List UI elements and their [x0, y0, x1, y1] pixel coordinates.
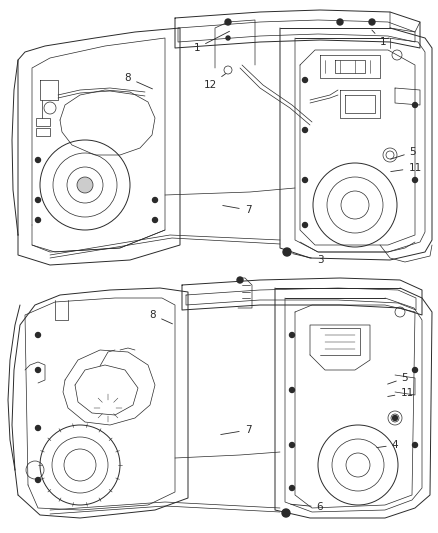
- Circle shape: [290, 333, 294, 337]
- Circle shape: [35, 425, 40, 431]
- Circle shape: [303, 177, 307, 182]
- Circle shape: [77, 177, 93, 193]
- Text: 3: 3: [293, 254, 323, 265]
- Text: 5: 5: [391, 147, 416, 159]
- Circle shape: [226, 36, 230, 40]
- Bar: [36, 128, 50, 136]
- Circle shape: [290, 442, 294, 448]
- Bar: [36, 118, 50, 126]
- Text: 8: 8: [150, 310, 173, 324]
- Circle shape: [413, 177, 417, 182]
- Text: 11: 11: [388, 388, 413, 398]
- Circle shape: [237, 277, 243, 283]
- Circle shape: [303, 77, 307, 83]
- Text: 12: 12: [203, 74, 226, 90]
- Circle shape: [35, 157, 40, 163]
- Circle shape: [392, 416, 398, 421]
- Circle shape: [35, 367, 40, 373]
- Circle shape: [413, 102, 417, 108]
- Circle shape: [303, 127, 307, 133]
- Text: 1: 1: [372, 30, 386, 47]
- Circle shape: [35, 333, 40, 337]
- Circle shape: [35, 217, 40, 222]
- Circle shape: [337, 19, 343, 25]
- Circle shape: [369, 19, 375, 25]
- Circle shape: [152, 217, 158, 222]
- Text: 8: 8: [125, 73, 152, 89]
- Circle shape: [303, 222, 307, 228]
- Circle shape: [413, 367, 417, 373]
- Circle shape: [225, 19, 231, 25]
- Text: 11: 11: [391, 163, 422, 173]
- Circle shape: [282, 509, 290, 517]
- Text: 1: 1: [194, 31, 230, 53]
- Text: 4: 4: [377, 440, 398, 450]
- Circle shape: [290, 486, 294, 490]
- Text: 5: 5: [388, 373, 408, 384]
- Text: 7: 7: [223, 205, 251, 215]
- Circle shape: [35, 198, 40, 203]
- Circle shape: [283, 248, 291, 256]
- Circle shape: [413, 442, 417, 448]
- Text: 7: 7: [221, 425, 251, 435]
- Text: 6: 6: [291, 502, 323, 512]
- Circle shape: [290, 387, 294, 392]
- Circle shape: [35, 478, 40, 482]
- Circle shape: [152, 198, 158, 203]
